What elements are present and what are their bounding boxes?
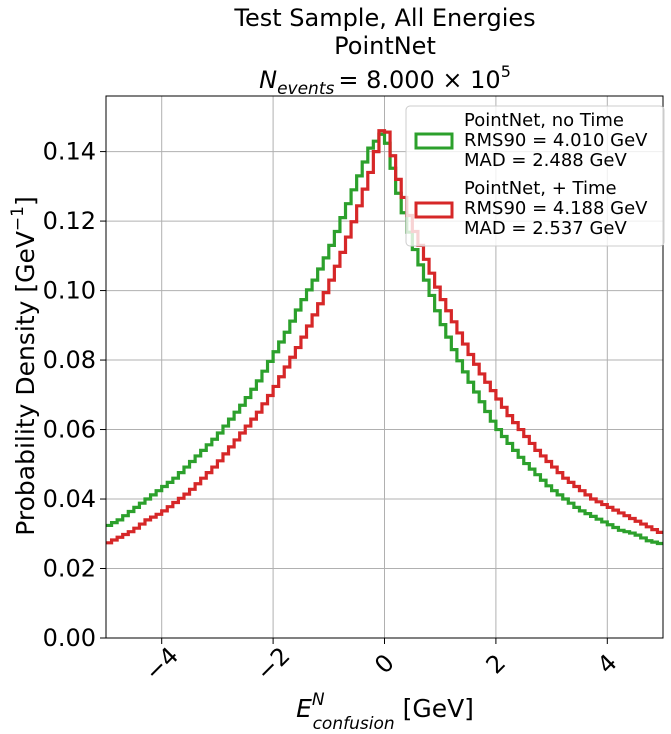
legend-swatch-no-time	[414, 132, 454, 150]
series-step-line	[106, 132, 663, 546]
legend: PointNet, no Time RMS90 = 4.010 GeV MAD …	[405, 105, 665, 247]
legend-rms90-no-time: RMS90 = 4.010 GeV	[464, 130, 648, 151]
x-label-unit: [GeV]	[395, 694, 474, 723]
x-label-sup: N	[312, 690, 325, 710]
chart-title-line-1: Test Sample, All Energies	[233, 4, 535, 32]
x-tick-label: 4	[592, 649, 623, 680]
y-tick-label: 0.00	[43, 624, 96, 652]
y-label-close: ]	[11, 196, 40, 206]
y-axis-label: Probability Density [GeV−1]	[8, 196, 40, 536]
y-tick-label: 0.10	[43, 277, 96, 305]
y-label-sup: −1	[8, 206, 28, 231]
events-lhs-sub: events	[277, 79, 334, 99]
y-tick-label: 0.06	[43, 416, 96, 444]
legend-swatch-plus-time	[414, 201, 454, 219]
legend-rms90-plus-time: RMS90 = 4.188 GeV	[464, 198, 648, 219]
y-tick-label: 0.02	[43, 555, 96, 583]
x-label-base: E	[296, 694, 312, 723]
events-rhs-exp: 5	[501, 62, 511, 81]
x-label-sub: confusion	[313, 714, 395, 734]
y-label-text: Probability Density [GeV	[11, 231, 40, 536]
legend-label-plus-time: PointNet, + Time	[464, 178, 617, 199]
y-tick-label: 0.04	[43, 485, 96, 513]
legend-mad-plus-time: MAD = 2.537 GeV	[464, 218, 628, 239]
legend-mad-no-time: MAD = 2.488 GeV	[464, 150, 628, 171]
y-tick-label: 0.12	[43, 207, 96, 235]
series-step-line	[106, 129, 663, 545]
x-tick-label: 2	[481, 649, 512, 680]
events-rhs: = 8.000 × 10	[338, 66, 500, 94]
y-tick-label: 0.14	[43, 138, 96, 166]
events-lhs-base: N	[259, 66, 277, 94]
x-tick-label: 0	[369, 649, 400, 680]
x-tick-label: −2	[251, 642, 296, 687]
series-layer	[106, 129, 663, 546]
legend-box	[405, 105, 665, 247]
chart-title-events: Nevents = 8.000 × 105	[259, 62, 511, 99]
legend-label-no-time: PointNet, no Time	[464, 110, 624, 131]
y-tick-label: 0.08	[43, 346, 96, 374]
chart-title-line-2: PointNet	[334, 32, 436, 60]
x-tick-label: −4	[139, 642, 184, 687]
x-axis-label: EN confusion [GeV]	[296, 690, 474, 734]
